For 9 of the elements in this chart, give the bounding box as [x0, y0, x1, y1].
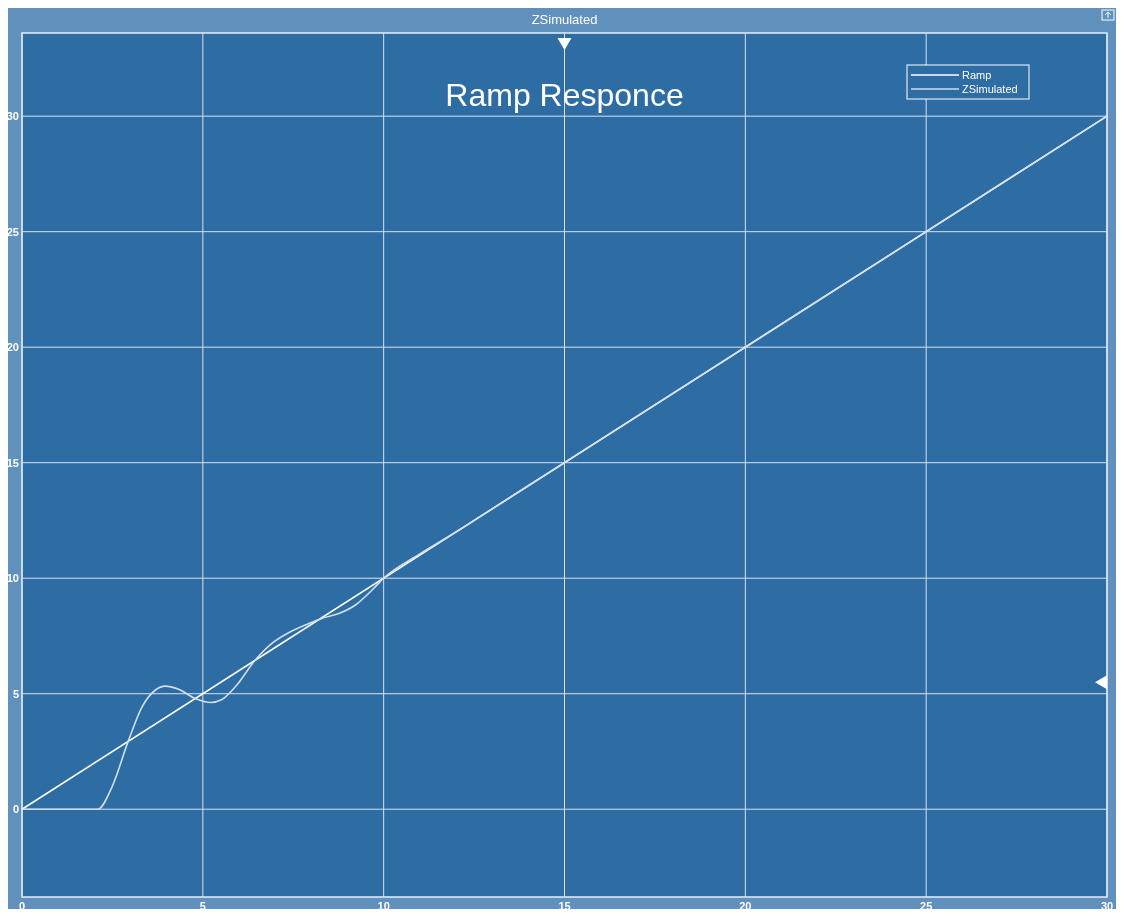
y-tick-label: 15 — [6, 456, 19, 469]
legend-label: ZSimulated — [962, 83, 1018, 95]
y-tick-label: 5 — [12, 687, 19, 700]
y-tick-label: 0 — [12, 803, 19, 816]
chart-title: ZSimulated — [531, 12, 598, 27]
y-tick-label: 20 — [6, 341, 19, 354]
y-tick-label: 10 — [6, 572, 19, 585]
legend-label: Ramp — [962, 69, 992, 81]
y-tick-label: 25 — [6, 225, 19, 238]
